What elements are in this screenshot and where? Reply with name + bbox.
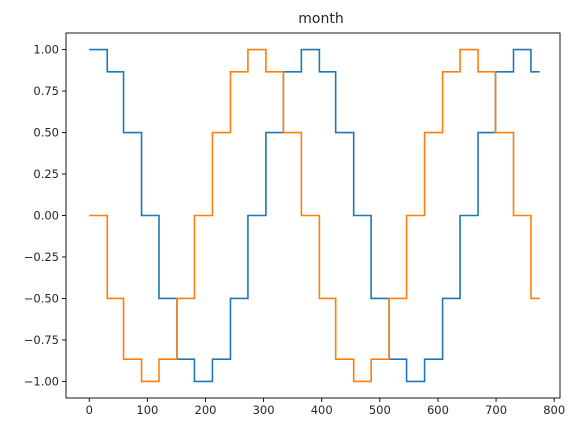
x-tick-label: 800	[543, 403, 565, 417]
x-tick-label: 0	[86, 403, 93, 417]
x-tick-label: 700	[485, 403, 507, 417]
y-tick-label: 0.00	[33, 209, 59, 223]
x-tick-label: 500	[369, 403, 391, 417]
x-tick-label: 200	[195, 403, 217, 417]
y-tick-label: 1.00	[33, 43, 59, 57]
y-tick-label: −0.75	[24, 333, 59, 347]
x-tick-label: 600	[427, 403, 449, 417]
axes-layer: 0 100 200 300 400 500 600 700 800 −1.00 −0.75 −0.50…	[24, 32, 565, 417]
y-tick-label: 0.75	[33, 84, 59, 98]
y-tick-label: −0.50	[24, 291, 59, 305]
x-tick-label: 300	[253, 403, 275, 417]
y-tick-label: −1.00	[24, 374, 59, 388]
y-tick-label: 0.25	[33, 167, 59, 181]
chart-title: month	[298, 11, 343, 27]
x-tick-label: 100	[136, 403, 158, 417]
series-layer	[89, 48, 540, 383]
y-tick-label: 0.50	[33, 126, 59, 140]
series-line-1	[89, 48, 540, 383]
series-line-2	[89, 48, 540, 383]
y-tick-label: −0.25	[24, 250, 59, 264]
x-tick-label: 400	[311, 403, 333, 417]
